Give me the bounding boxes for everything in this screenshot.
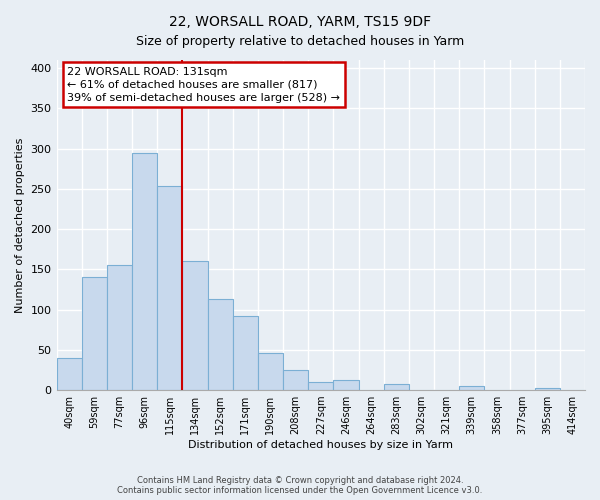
Bar xyxy=(56,358,82,390)
Bar xyxy=(383,384,409,390)
Bar xyxy=(334,380,359,390)
Bar xyxy=(208,299,233,390)
Bar xyxy=(308,382,334,390)
Y-axis label: Number of detached properties: Number of detached properties xyxy=(15,138,25,312)
Bar xyxy=(535,388,560,390)
Bar xyxy=(258,353,283,390)
Bar xyxy=(132,152,157,390)
Bar xyxy=(459,386,484,390)
X-axis label: Distribution of detached houses by size in Yarm: Distribution of detached houses by size … xyxy=(188,440,453,450)
Bar xyxy=(233,316,258,390)
Bar xyxy=(157,186,182,390)
Text: 22, WORSALL ROAD, YARM, TS15 9DF: 22, WORSALL ROAD, YARM, TS15 9DF xyxy=(169,15,431,29)
Bar xyxy=(107,266,132,390)
Bar xyxy=(283,370,308,390)
Bar xyxy=(82,278,107,390)
Text: 22 WORSALL ROAD: 131sqm
← 61% of detached houses are smaller (817)
39% of semi-d: 22 WORSALL ROAD: 131sqm ← 61% of detache… xyxy=(67,66,340,103)
Text: Contains HM Land Registry data © Crown copyright and database right 2024.
Contai: Contains HM Land Registry data © Crown c… xyxy=(118,476,482,495)
Text: Size of property relative to detached houses in Yarm: Size of property relative to detached ho… xyxy=(136,35,464,48)
Bar xyxy=(182,262,208,390)
